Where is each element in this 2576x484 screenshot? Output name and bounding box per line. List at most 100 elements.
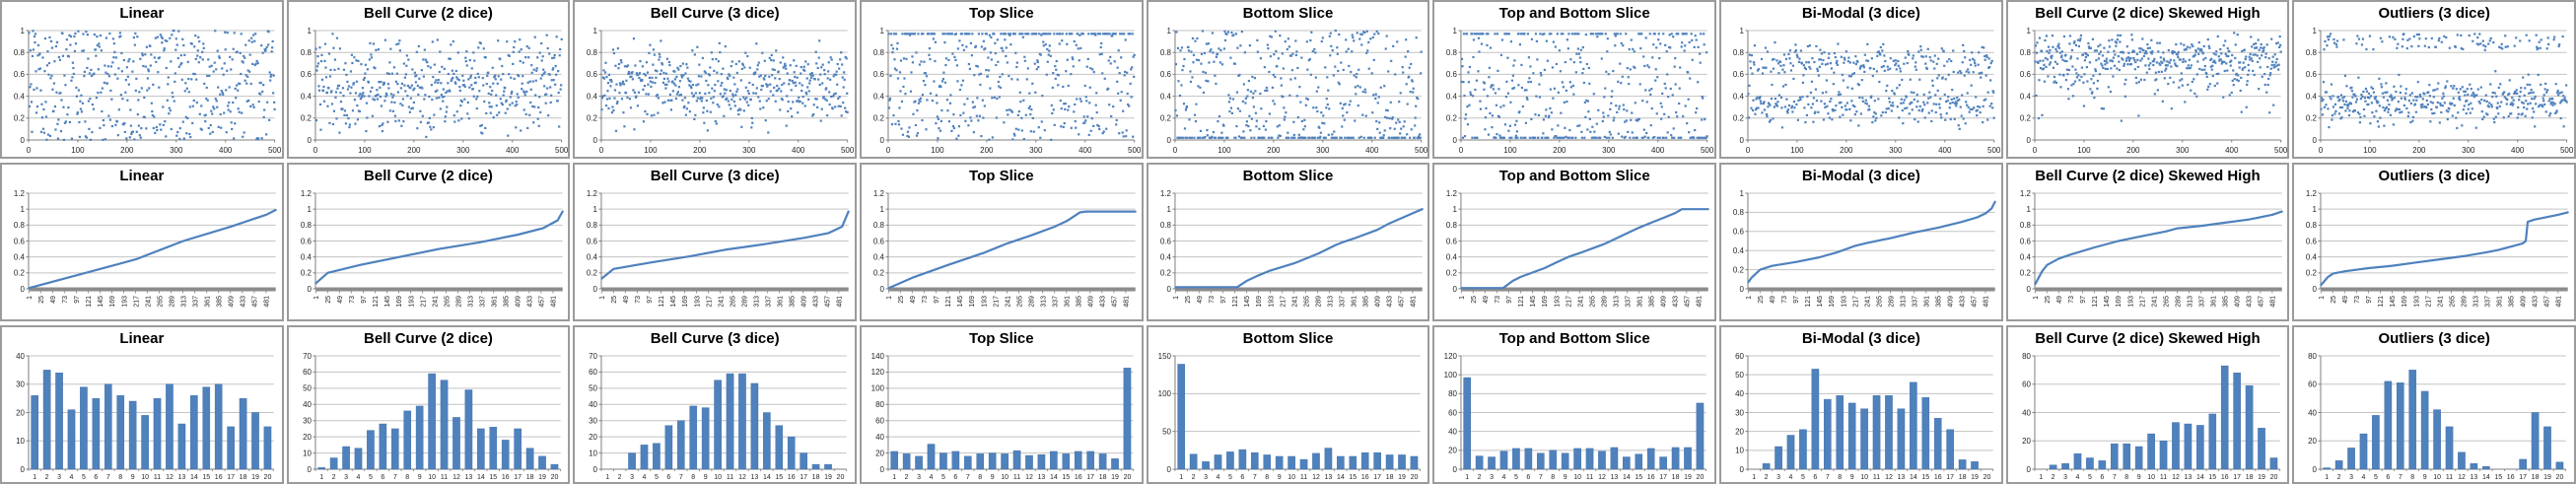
svg-text:500: 500: [1128, 146, 1142, 155]
chart-title: Bell Curve (3 dice): [650, 168, 780, 184]
svg-text:100: 100: [1790, 146, 1804, 155]
svg-text:100: 100: [71, 146, 85, 155]
svg-text:0.8: 0.8: [301, 48, 313, 57]
chart-scatter-bottom-slice[interactable]: Bottom Slice 0 0.2 0.4 0.6 0.8 1 0 100 200 300 400 5…: [1146, 0, 1430, 159]
svg-text:433: 433: [241, 296, 247, 308]
svg-text:313: 313: [180, 296, 187, 308]
chart-line-bottom-slice[interactable]: Bottom Slice 0 0.2 0.4 0.6 0.8 1 1.2 1 25 49 73 97 12…: [1146, 163, 1430, 321]
chart-title: Bell Curve (2 dice) Skewed High: [2035, 330, 2261, 347]
svg-text:169: 169: [109, 296, 116, 308]
chart-bar-bi-modal-3-dice[interactable]: Bi-Modal (3 dice) 0 10 20 30 40 50 60 1 2 3 4 5 6 7 8 9 1…: [1718, 325, 2003, 484]
svg-text:0.2: 0.2: [587, 114, 598, 123]
line-plot-area: 00.20.40.60.811.21 25 49 73 97 121 145 169 193 21…: [2020, 189, 2283, 308]
chart-scatter-bi-modal-3-dice[interactable]: Bi-Modal (3 dice) 0 0.2 0.4 0.6 0.8 1 0 100 200 30…: [1718, 0, 2003, 159]
chart-bar-linear[interactable]: Linear 0 10 20 30 40 1 2 3 4 5 6 7 8 9 10 11 12 13 14 15 16 17…: [0, 325, 284, 484]
chart-bar-bell-curve-2-dice[interactable]: Bell Curve (2 dice) 0 10 20 30 40 50 60 70 1 2 3 4 5 6…: [286, 325, 571, 484]
chart-bar-top-slice[interactable]: Top Slice 0 20 40 60 80 100 120 140 1 2 3 4 5 6 7 8 9 10 11…: [859, 325, 1144, 484]
svg-text:300: 300: [2462, 146, 2475, 155]
svg-text:457: 457: [538, 296, 545, 308]
svg-text:0: 0: [21, 285, 26, 294]
svg-text:241: 241: [432, 296, 439, 308]
svg-text:121: 121: [86, 296, 93, 308]
svg-text:200: 200: [980, 146, 994, 155]
svg-text:100: 100: [1218, 146, 1231, 155]
chart-scatter-bell-curve-2-dice-skewed-high[interactable]: Bell Curve (2 dice) Skewed High 0 0.2 0.4 0.…: [2005, 0, 2290, 159]
svg-text:500: 500: [1987, 146, 2001, 155]
svg-text:0.4: 0.4: [2306, 92, 2318, 101]
svg-text:73: 73: [349, 296, 356, 304]
svg-text:0.2: 0.2: [587, 269, 598, 278]
svg-text:1: 1: [307, 205, 312, 214]
chart-bar-bell-curve-2-dice-skewed-high[interactable]: Bell Curve (2 dice) Skewed High 0 20 40 60 80…: [2005, 325, 2290, 484]
chart-line-top-and-bottom-slice[interactable]: Top and Bottom Slice 0 0.2 0.4 0.6 0.8 1 1.2 1 25…: [1432, 163, 1716, 321]
svg-text:0: 0: [1740, 136, 1745, 145]
svg-text:0: 0: [2026, 136, 2031, 145]
chart-scatter-bell-curve-2-dice[interactable]: Bell Curve (2 dice) 0 0.2 0.4 0.6 0.8 1 0 100 200…: [286, 0, 571, 159]
svg-text:400: 400: [1651, 146, 1665, 155]
svg-text:0.4: 0.4: [301, 252, 313, 261]
line-plot-area: 00.20.40.60.811.21 25 49 73 97 121 145 169 193 21…: [587, 189, 851, 308]
chart-title: Linear: [119, 168, 165, 184]
chart-title: Bell Curve (2 dice) Skewed High: [2035, 5, 2261, 22]
svg-text:0.8: 0.8: [587, 48, 598, 57]
chart-bar-top-and-bottom-slice[interactable]: Top and Bottom Slice 0 20 40 60 80 100 120 1 2 3 4 5…: [1432, 325, 1716, 484]
svg-text:25: 25: [325, 296, 332, 304]
chart-line-bi-modal-3-dice[interactable]: Bi-Modal (3 dice) 0 0.2 0.4 0.6 0.8 1 1 25 49 73 97…: [1718, 163, 2003, 321]
chart-bar-bottom-slice[interactable]: Bottom Slice 0 50 100 150 1 2 3 4 5 6 7 8 9 10 11 12 13 14…: [1146, 325, 1430, 484]
svg-text:400: 400: [792, 146, 805, 155]
svg-text:1: 1: [2313, 27, 2318, 35]
svg-text:0: 0: [1172, 146, 1177, 155]
chart-scatter-top-and-bottom-slice[interactable]: Top and Bottom Slice 0 0.2 0.4 0.6 0.8 1 0 100 20…: [1432, 0, 1716, 159]
svg-text:500: 500: [841, 146, 855, 155]
chart-bar-outliers-3-dice[interactable]: Outliers (3 dice) 0 20 40 60 80 1 2 3 4 5 6 7 8 9 10 11 1…: [2292, 325, 2576, 484]
svg-text:337: 337: [479, 296, 486, 308]
chart-title: Bi-Modal (3 dice): [1801, 330, 1920, 347]
svg-text:361: 361: [205, 296, 212, 308]
svg-text:0.4: 0.4: [587, 252, 598, 261]
svg-text:409: 409: [515, 296, 522, 308]
svg-text:200: 200: [1267, 146, 1281, 155]
chart-line-linear[interactable]: Linear 0 0.2 0.4 0.6 0.8 1 1.2 1 25 49 73 97 121 145 16…: [0, 163, 284, 321]
chart-scatter-top-slice[interactable]: Top Slice 0 0.2 0.4 0.6 0.8 1 0 100 200 300 400 500: [859, 0, 1144, 159]
svg-text:400: 400: [2511, 146, 2525, 155]
svg-text:400: 400: [1365, 146, 1379, 155]
svg-text:385: 385: [503, 296, 510, 308]
svg-text:481: 481: [550, 296, 557, 308]
svg-text:0.4: 0.4: [873, 92, 885, 101]
svg-text:0.2: 0.2: [2020, 114, 2032, 123]
svg-text:385: 385: [217, 296, 224, 308]
line-plot-area: 00.20.40.60.811.21 25 49 73 97 121 145 169 193 21…: [2306, 189, 2570, 308]
chart-line-outliers-3-dice[interactable]: Outliers (3 dice) 0 0.2 0.4 0.6 0.8 1 1.2 1 25 49 7…: [2292, 163, 2576, 321]
svg-text:0.8: 0.8: [14, 48, 26, 57]
svg-text:193: 193: [408, 296, 415, 308]
svg-text:100: 100: [1504, 146, 1518, 155]
svg-text:0.6: 0.6: [301, 237, 313, 245]
chart-title: Bell Curve (3 dice): [650, 5, 780, 22]
chart-title: Top and Bottom Slice: [1498, 5, 1650, 22]
svg-text:0.2: 0.2: [301, 269, 313, 278]
svg-text:265: 265: [157, 296, 164, 308]
svg-text:0.2: 0.2: [14, 114, 26, 123]
svg-text:400: 400: [506, 146, 520, 155]
svg-text:300: 300: [2176, 146, 2190, 155]
svg-text:0.6: 0.6: [1733, 70, 1745, 79]
svg-text:0.2: 0.2: [1733, 114, 1745, 123]
chart-scatter-bell-curve-3-dice[interactable]: Bell Curve (3 dice) 0 0.2 0.4 0.6 0.8 1 0 100 200…: [573, 0, 857, 159]
chart-line-bell-curve-2-dice-skewed-high[interactable]: Bell Curve (2 dice) Skewed High 0 0.2 0.4 0.…: [2005, 163, 2290, 321]
svg-text:145: 145: [98, 296, 104, 308]
chart-line-bell-curve-3-dice[interactable]: Bell Curve (3 dice) 0 0.2 0.4 0.6 0.8 1 1.2 1 25 4…: [573, 163, 857, 321]
chart-bar-bell-curve-3-dice[interactable]: Bell Curve (3 dice) 0 10 20 30 40 50 60 70 1 2 3 4 5 6…: [573, 325, 857, 484]
chart-line-bell-curve-2-dice[interactable]: Bell Curve (2 dice) 0 0.2 0.4 0.6 0.8 1 1.2 1 25 4…: [286, 163, 571, 321]
chart-scatter-outliers-3-dice[interactable]: Outliers (3 dice) 0 0.2 0.4 0.6 0.8 1 0 100 200 30…: [2292, 0, 2576, 159]
chart-scatter-linear[interactable]: Linear 0 0.2 0.4 0.6 0.8 1 0 100 200 300 400 500: [0, 0, 284, 159]
svg-text:0.4: 0.4: [14, 92, 26, 101]
svg-text:500: 500: [2560, 146, 2574, 155]
chart-line-top-slice[interactable]: Top Slice 0 0.2 0.4 0.6 0.8 1 1.2 1 25 49 73 97 121 14…: [859, 163, 1144, 321]
svg-text:0.6: 0.6: [587, 70, 598, 79]
scatter-plot-area: 0 0.2 0.4 0.6 0.8 1 0 100 200 300 400 500: [873, 27, 1142, 155]
